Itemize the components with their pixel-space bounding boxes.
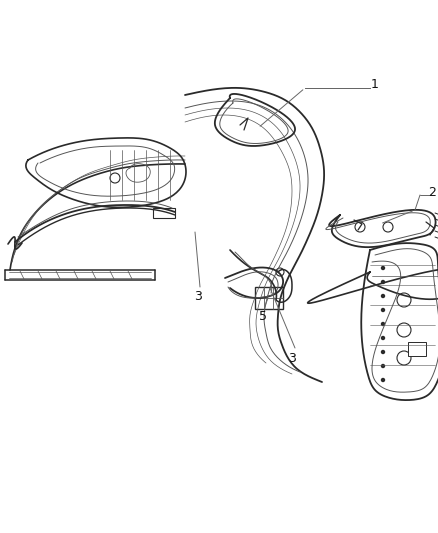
Text: 1: 1 <box>371 78 379 92</box>
Circle shape <box>381 336 385 340</box>
Text: 2: 2 <box>428 185 436 198</box>
Bar <box>408 342 426 356</box>
Bar <box>255 287 283 309</box>
Circle shape <box>381 351 385 353</box>
Circle shape <box>381 280 385 284</box>
Circle shape <box>381 309 385 311</box>
Circle shape <box>381 266 385 270</box>
Bar <box>153 208 175 218</box>
Text: 3: 3 <box>194 290 202 303</box>
Circle shape <box>381 322 385 326</box>
Text: 3: 3 <box>288 351 296 365</box>
Circle shape <box>381 378 385 382</box>
Circle shape <box>381 295 385 297</box>
Circle shape <box>381 365 385 367</box>
Text: 5: 5 <box>259 310 267 322</box>
